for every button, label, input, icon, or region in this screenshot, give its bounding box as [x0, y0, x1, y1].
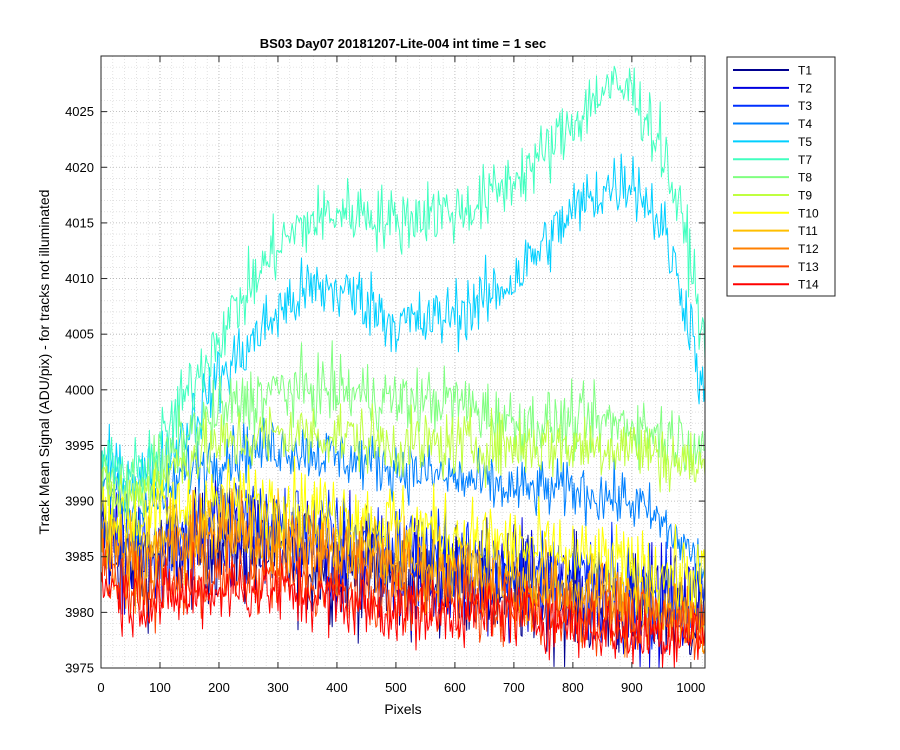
y-tick-label: 3990	[65, 494, 94, 509]
legend-label-T2: T2	[798, 81, 812, 95]
x-tick-label: 0	[97, 680, 104, 695]
y-tick-label: 3975	[65, 661, 94, 676]
series-line-T2	[100, 478, 706, 668]
y-tick-label: 4005	[65, 327, 94, 342]
y-tick-label: 3995	[65, 438, 94, 453]
legend-label-T4: T4	[798, 117, 812, 131]
x-tick-label: 400	[326, 680, 348, 695]
legend: T1 T2 T3 T4 T5 T7 T8 T9 T10 T11 T12 T13 T14	[726, 56, 836, 297]
x-tick-label: 600	[444, 680, 466, 695]
legend-label-T5: T5	[798, 135, 812, 149]
x-tick-label: 1000	[676, 680, 705, 695]
legend-label-T12: T12	[798, 242, 819, 256]
y-tick-label: 4010	[65, 271, 94, 286]
legend-label-T7: T7	[798, 153, 812, 167]
x-tick-label: 900	[621, 680, 643, 695]
x-tick-label: 100	[149, 680, 171, 695]
series-line-T1	[100, 486, 706, 668]
series-line-T10	[100, 456, 706, 621]
series-line-T9	[100, 403, 706, 520]
x-tick-label: 700	[503, 680, 525, 695]
y-tick-label: 4000	[65, 382, 94, 397]
series-line-T4	[100, 417, 706, 580]
plot-frame	[100, 55, 706, 669]
x-tick-label: 300	[267, 680, 289, 695]
legend-label-T3: T3	[798, 99, 812, 113]
x-tick-label: 200	[208, 680, 230, 695]
y-tick-label: 3985	[65, 549, 94, 564]
x-axis-title: Pixels	[384, 701, 421, 717]
legend-label-T9: T9	[798, 188, 812, 202]
y-tick-label: 4015	[65, 215, 94, 230]
series-line-T8	[100, 340, 706, 523]
y-tick-label: 4020	[65, 160, 94, 175]
y-tick-label: 4025	[65, 104, 94, 119]
legend-label-T13: T13	[798, 260, 819, 274]
chart-title: BS03 Day07 20181207-Lite-004 int time = …	[260, 36, 547, 51]
series-line-T14	[100, 556, 706, 668]
legend-label-T1: T1	[798, 64, 812, 78]
y-tick-label: 3980	[65, 605, 94, 620]
y-axis-title: Track Mean Signal (ADU/pix) - for tracks…	[36, 190, 52, 535]
series-lines	[100, 65, 706, 668]
series-line-T5	[100, 153, 706, 522]
legend-label-T11: T11	[798, 224, 818, 238]
legend-label-T14: T14	[798, 278, 819, 292]
series-line-T12	[100, 488, 706, 658]
legend-label-T8: T8	[798, 171, 812, 185]
x-tick-label: 500	[385, 680, 407, 695]
series-line-T7	[100, 65, 706, 496]
x-tick-label: 800	[562, 680, 584, 695]
legend-label-T10: T10	[798, 206, 819, 220]
axis-ticks: 0 100 200 300 400 500 600 700 800 900 1000 3975 3980…	[65, 56, 705, 695]
